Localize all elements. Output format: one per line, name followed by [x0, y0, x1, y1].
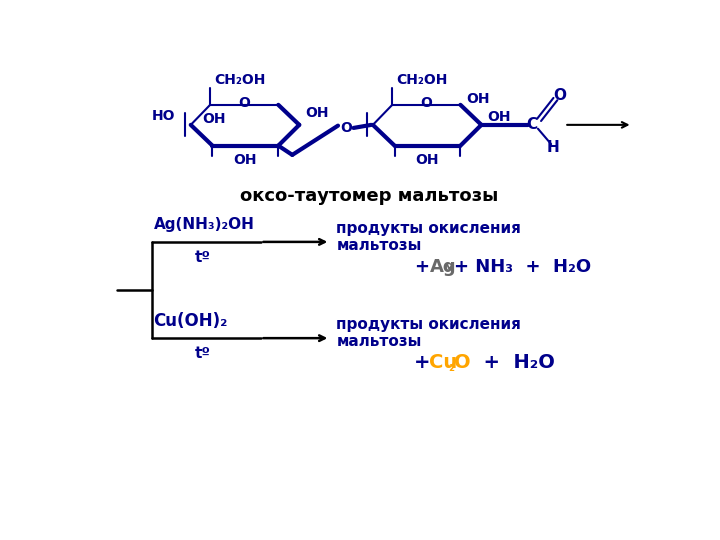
Text: продукты окисления: продукты окисления	[336, 220, 521, 235]
Text: O: O	[553, 88, 566, 103]
Text: H: H	[547, 140, 560, 156]
Text: OH: OH	[233, 152, 257, 166]
Text: C: C	[526, 117, 537, 132]
Text: Cu(OH)₂: Cu(OH)₂	[153, 312, 228, 330]
Text: CH₂OH: CH₂OH	[214, 73, 266, 87]
Text: Ag(NH₃)₂OH: Ag(NH₃)₂OH	[153, 218, 254, 232]
Text: O: O	[340, 121, 351, 135]
Text: +: +	[414, 353, 431, 372]
Text: OH: OH	[415, 152, 439, 166]
Text: O: O	[420, 96, 432, 110]
Text: мальтозы: мальтозы	[336, 334, 422, 349]
Text: мальтозы: мальтозы	[336, 238, 422, 253]
Text: CH₂OH: CH₂OH	[396, 73, 448, 87]
Text: ₂: ₂	[448, 360, 454, 374]
Text: O: O	[454, 353, 471, 372]
Text: OH: OH	[487, 110, 511, 124]
Text: OH: OH	[305, 106, 329, 120]
Text: оксо-таутомер мальтозы: оксо-таутомер мальтозы	[240, 187, 498, 205]
Text: продукты окисления: продукты окисления	[336, 317, 521, 332]
Text: +  H₂O: + H₂O	[469, 353, 554, 372]
Text: O: O	[238, 96, 250, 110]
Text: OH: OH	[467, 92, 490, 106]
Text: Ag: Ag	[429, 258, 456, 275]
Text: tº: tº	[194, 346, 210, 361]
Text: + NH₃  +  H₂O: + NH₃ + H₂O	[454, 258, 591, 275]
Text: +: +	[414, 258, 429, 275]
Text: Cu: Cu	[429, 353, 458, 372]
Text: HO: HO	[152, 109, 175, 123]
Text: tº: tº	[194, 250, 210, 265]
Text: OH: OH	[202, 112, 226, 126]
